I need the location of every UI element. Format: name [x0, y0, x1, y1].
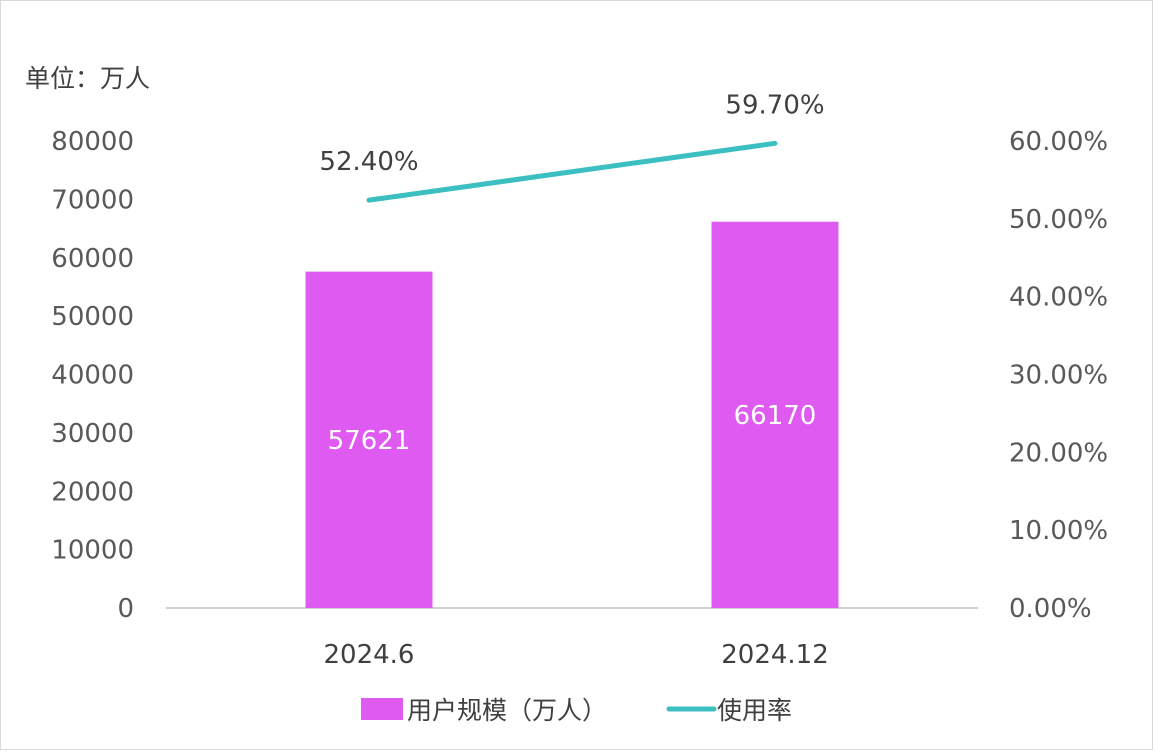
y-left-tick-label: 80000 — [51, 127, 134, 157]
bar — [305, 271, 433, 608]
y-left-tick-label: 70000 — [51, 185, 134, 215]
line-data-label: 59.70% — [725, 90, 824, 120]
y-right-axis: 0.00% 10.00% 20.00% 30.00% 40.00% 50.00% 60.00… — [1009, 127, 1108, 624]
y-left-tick-label: 40000 — [51, 361, 134, 391]
x-tick-label: 2024.12 — [721, 640, 829, 670]
bar — [711, 221, 839, 609]
y-right-tick-label: 0.00% — [1009, 594, 1092, 624]
y-right-tick-label: 40.00% — [1009, 283, 1108, 313]
y-left-tick-label: 10000 — [51, 536, 134, 566]
x-tick-label: 2024.6 — [324, 640, 415, 670]
y-left-tick-label: 50000 — [51, 302, 134, 332]
y-right-tick-label: 30.00% — [1009, 361, 1108, 391]
line-data-label: 52.40% — [319, 147, 418, 177]
y-left-axis: 0 10000 20000 30000 40000 50000 60000 70000 8000… — [51, 127, 134, 624]
y-right-tick-label: 20.00% — [1009, 438, 1108, 468]
y-left-tick-label: 20000 — [51, 477, 134, 507]
legend-bar-swatch — [361, 698, 403, 720]
y-left-tick-label: 30000 — [51, 419, 134, 449]
x-axis: 2024.6 2024.12 — [324, 640, 829, 670]
y-right-tick-label: 10.00% — [1009, 516, 1108, 546]
y-right-tick-label: 50.00% — [1009, 205, 1108, 235]
line-series: 52.40% 59.70% — [319, 90, 825, 203]
bar-data-label: 57621 — [328, 426, 411, 456]
y-right-tick-label: 60.00% — [1009, 127, 1108, 157]
bar-series: 57621 66170 — [305, 221, 839, 609]
bar-data-label: 66170 — [734, 401, 817, 431]
legend-line-label: 使用率 — [717, 696, 792, 725]
legend-bar-label: 用户规模（万人） — [407, 696, 607, 725]
y-left-tick-label: 0 — [117, 594, 134, 624]
y-left-tick-label: 60000 — [51, 244, 134, 274]
legend: 用户规模（万人） 使用率 — [361, 696, 792, 725]
usage-rate-line — [366, 140, 778, 203]
unit-label: 单位：万人 — [25, 64, 150, 93]
